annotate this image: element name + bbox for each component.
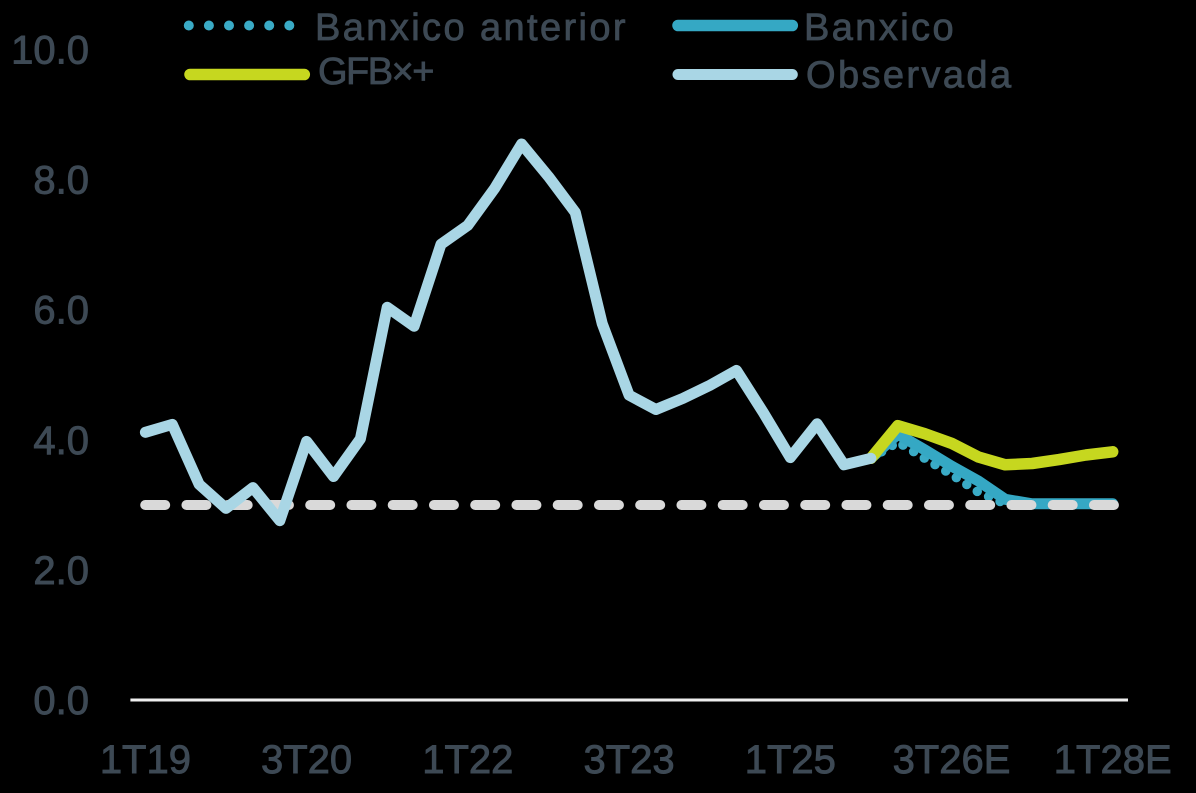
- svg-text:1T22: 1T22: [422, 738, 513, 782]
- svg-text:Banxico: Banxico: [804, 7, 956, 49]
- svg-text:1T19: 1T19: [100, 738, 191, 782]
- svg-text:1T25: 1T25: [745, 738, 836, 782]
- svg-text:8.0: 8.0: [33, 159, 89, 203]
- svg-text:GFB×+: GFB×+: [318, 51, 433, 93]
- svg-text:3T23: 3T23: [584, 738, 675, 782]
- svg-text:0.0: 0.0: [33, 679, 89, 723]
- svg-text:Observada: Observada: [806, 55, 1013, 97]
- svg-text:2.0: 2.0: [33, 549, 89, 593]
- svg-text:1T28E: 1T28E: [1054, 738, 1172, 782]
- svg-text:10.0: 10.0: [11, 29, 89, 73]
- svg-text:4.0: 4.0: [33, 419, 89, 463]
- svg-text:3T20: 3T20: [261, 738, 352, 782]
- svg-text:6.0: 6.0: [33, 289, 89, 333]
- svg-text:Banxico anterior: Banxico anterior: [315, 7, 628, 49]
- svg-text:3T26E: 3T26E: [893, 738, 1011, 782]
